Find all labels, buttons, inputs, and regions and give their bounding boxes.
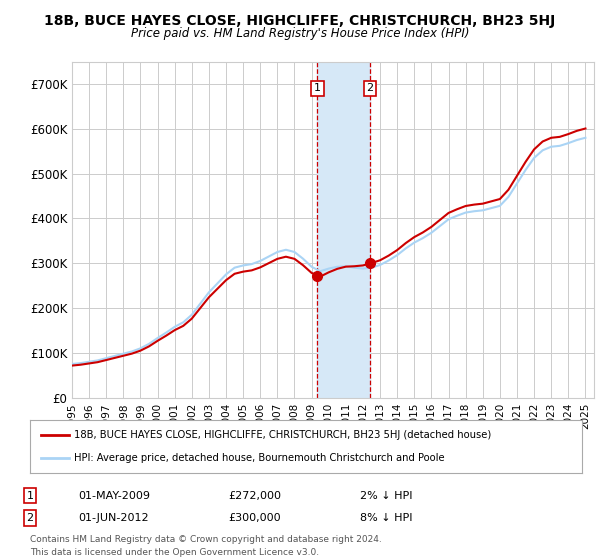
Text: Contains HM Land Registry data © Crown copyright and database right 2024.: Contains HM Land Registry data © Crown c…: [30, 535, 382, 544]
Text: 1: 1: [314, 83, 321, 94]
Text: 18B, BUCE HAYES CLOSE, HIGHCLIFFE, CHRISTCHURCH, BH23 5HJ (detached house): 18B, BUCE HAYES CLOSE, HIGHCLIFFE, CHRIS…: [74, 430, 491, 440]
Text: Price paid vs. HM Land Registry's House Price Index (HPI): Price paid vs. HM Land Registry's House …: [131, 27, 469, 40]
Text: 2: 2: [367, 83, 374, 94]
Text: 2% ↓ HPI: 2% ↓ HPI: [360, 491, 413, 501]
Text: This data is licensed under the Open Government Licence v3.0.: This data is licensed under the Open Gov…: [30, 548, 319, 557]
Text: 1: 1: [26, 491, 34, 501]
Text: £272,000: £272,000: [228, 491, 281, 501]
Bar: [317, 62, 370, 398]
Text: £300,000: £300,000: [228, 513, 281, 523]
Text: 01-MAY-2009: 01-MAY-2009: [78, 491, 150, 501]
Text: 18B, BUCE HAYES CLOSE, HIGHCLIFFE, CHRISTCHURCH, BH23 5HJ: 18B, BUCE HAYES CLOSE, HIGHCLIFFE, CHRIS…: [44, 14, 556, 28]
Text: 8% ↓ HPI: 8% ↓ HPI: [360, 513, 413, 523]
Text: 01-JUN-2012: 01-JUN-2012: [78, 513, 149, 523]
Text: HPI: Average price, detached house, Bournemouth Christchurch and Poole: HPI: Average price, detached house, Bour…: [74, 453, 445, 463]
Text: 2: 2: [26, 513, 34, 523]
